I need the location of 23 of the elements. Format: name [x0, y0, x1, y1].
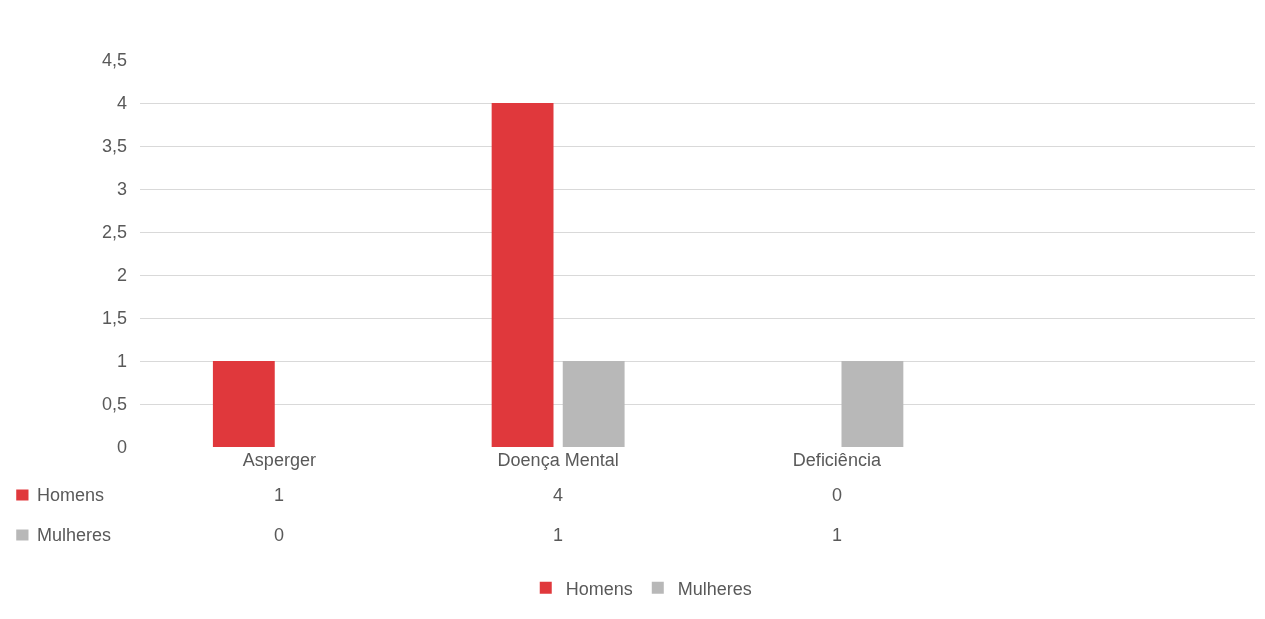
x-tick-label: Doença Mental	[497, 450, 619, 470]
data-label: 1	[553, 525, 564, 545]
legend-label: Mulheres	[677, 578, 752, 599]
x-tick-label: Deficiência	[792, 450, 882, 470]
y-tick-label: 1	[116, 351, 127, 372]
legend-label: Homens	[37, 485, 105, 505]
text: Homens	[565, 578, 633, 599]
y-tick-label: 0	[116, 437, 127, 458]
data-label: 1	[832, 525, 843, 545]
y-tick-label: 2	[116, 265, 127, 286]
x-tick-label: Asperger	[242, 450, 316, 470]
y-tick-label: 3,5	[101, 136, 127, 157]
y-tick-label: 4	[116, 93, 127, 114]
data-label: 0	[832, 485, 843, 505]
y-tick-label: 1,5	[101, 308, 127, 329]
y-tick-label: 2,5	[101, 222, 127, 243]
data-label: 4	[553, 485, 564, 505]
data-label: 0	[274, 525, 285, 545]
y-tick-label: 0,5	[101, 394, 127, 415]
data-label: 1	[274, 485, 285, 505]
y-tick-label: 3	[116, 179, 127, 200]
text: Mulheres	[37, 525, 112, 545]
y-tick-label: 4,5	[101, 50, 127, 71]
